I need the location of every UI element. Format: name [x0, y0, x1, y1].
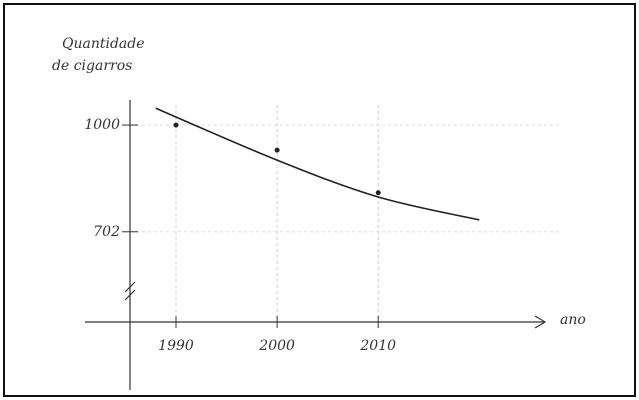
data-point — [174, 123, 179, 128]
x-tick-label: 2000 — [258, 338, 295, 354]
y-tick-label: 702 — [93, 224, 120, 240]
chart: 7021000199020002010Quantidadede cigarros… — [0, 0, 639, 400]
x-axis-label: ano — [560, 312, 586, 328]
y-tick-label: 1000 — [84, 117, 120, 133]
x-tick-label: 2010 — [359, 338, 396, 354]
x-tick-label: 1990 — [158, 338, 194, 354]
data-point — [376, 190, 381, 195]
data-point — [275, 148, 280, 153]
